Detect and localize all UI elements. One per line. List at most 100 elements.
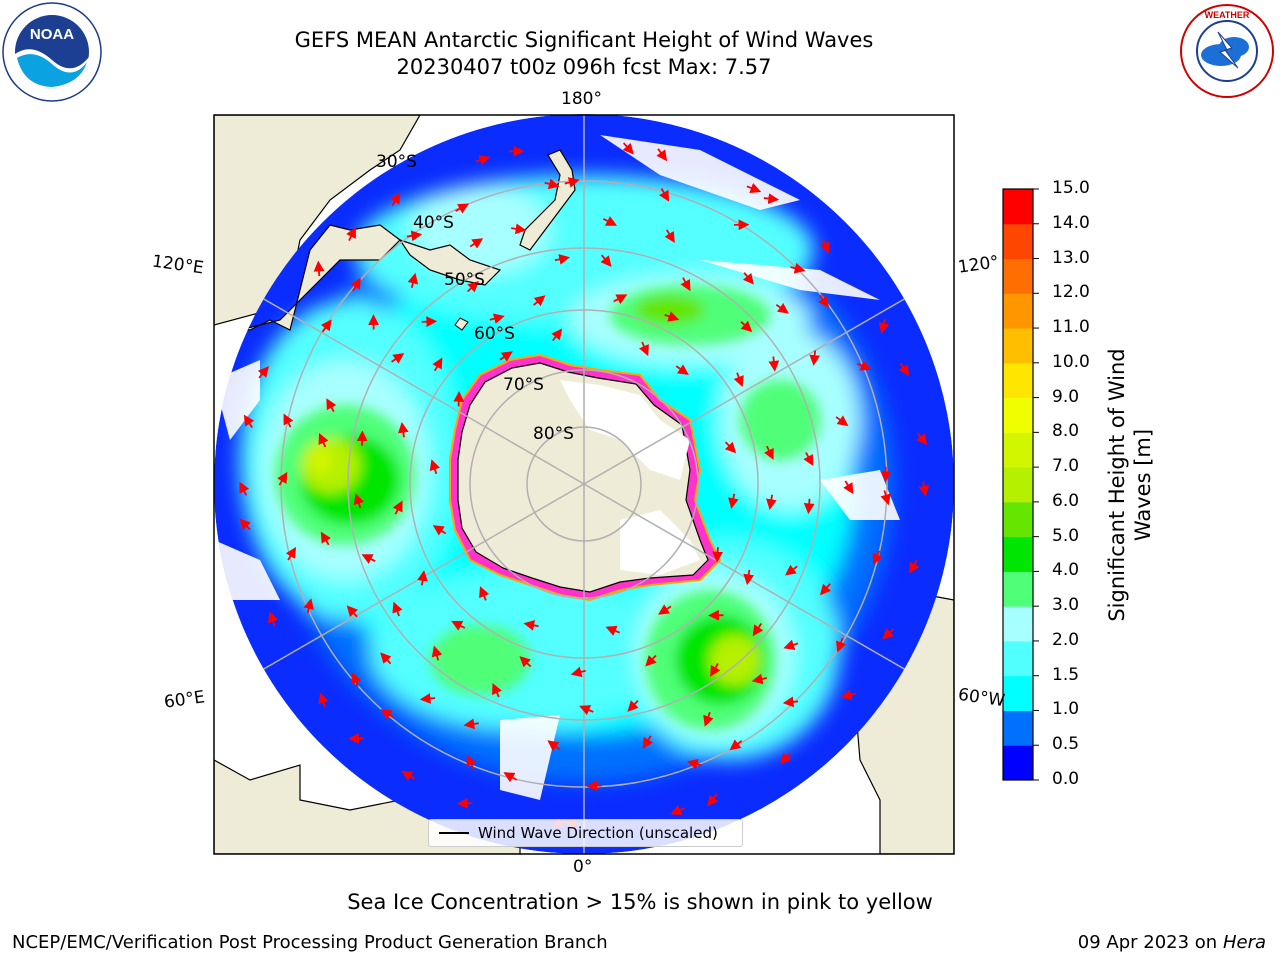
wave-direction-arrow [511,223,527,235]
footer-branch: NCEP/EMC/Verification Post Processing Pr… [12,932,608,953]
svg-text:NOAA: NOAA [30,26,74,43]
wave-direction-arrow [397,421,409,438]
colorbar-tick-label: 13.0 [1052,247,1090,268]
wave-direction-arrow [469,238,484,249]
lat-label-50s: 50°S [444,270,485,290]
wave-direction-arrow [818,294,829,308]
wave-direction-arrow [489,313,505,324]
wave-direction-arrow [417,570,428,586]
noaa-logo: NOAA [2,2,102,102]
wave-direction-arrow [392,601,403,617]
wave-direction-arrow [432,357,443,372]
wave-direction-arrow [419,693,436,704]
wave-direction-arrow [664,311,680,322]
wave-direction-arrow [257,366,269,379]
wave-direction-arrow [579,705,594,716]
wave-direction-arrow [680,277,691,292]
wave-direction-arrow [675,364,689,375]
lat-label-30s: 30°S [376,152,417,172]
colorbar-band-10.0-11.0 [1003,328,1033,364]
wave-direction-arrow [267,611,279,627]
wave-direction-arrow [551,328,563,342]
wave-direction-arrow [285,546,297,561]
wave-direction-arrow [466,754,477,770]
wave-direction-arrow [499,351,513,362]
colorbar-band-8.0-9.0 [1003,397,1033,433]
wave-direction-arrow [600,254,612,267]
wave-direction-arrow [638,341,649,357]
wave-direction-arrow [645,654,657,667]
wave-direction-arrow [670,805,685,815]
wave-direction-arrow [880,490,891,506]
colorbar-band-1.5-2.0 [1003,640,1033,677]
wave-direction-arrow [613,294,628,305]
wave-direction-arrow [391,353,405,364]
wave-direction-arrow [898,362,910,377]
wave-direction-arrow [605,625,621,636]
colorbar-tick-label: 7.0 [1052,456,1080,477]
wave-direction-arrow [712,547,724,563]
wave-direction-arrow [751,673,767,685]
wave-direction-arrow [390,192,401,207]
wave-direction-arrow [407,272,419,288]
colorbar-band-0.0-0.5 [1003,745,1033,781]
wave-direction-arrow [686,758,702,770]
colorbar-tick-label: 0.0 [1052,769,1080,789]
wave-direction-arrow [346,226,356,242]
wave-direction-arrow [746,182,762,194]
wave-direction-arrow [475,155,491,166]
footer-machine: Hera [1222,932,1266,953]
footer-date: 09 Apr 2023 on Hera [1078,932,1266,953]
colorbar-tick-label: 1.0 [1052,699,1080,720]
wave-direction-arrow [313,260,325,277]
wave-direction-arrow [710,663,721,677]
wave-direction-arrow [803,452,814,467]
wave-direction-arrow [733,372,744,388]
lat-label-60s: 60°S [474,324,515,344]
colorbar-tick-label: 14.0 [1052,212,1090,233]
wave-direction-arrow [519,656,532,668]
wave-direction-arrow [659,187,670,202]
colorbar-tick-label: 8.0 [1052,421,1080,442]
wave-direction-arrow [554,254,570,265]
wave-direction-arrow [916,432,928,446]
colorbar-tick-label: 15.0 [1052,178,1090,198]
wave-direction-arrow [783,639,799,650]
colorbar-tick-label: 5.0 [1052,525,1080,546]
wave-direction-arrow [728,493,739,509]
chart-title: GEFS MEAN Antarctic Significant Height o… [294,28,874,52]
wave-direction-arrow [361,554,376,564]
wave-direction-arrow [533,295,546,307]
wave-direction-arrow [642,735,653,749]
wave-direction-arrow [840,689,856,701]
legend-line-swatch [439,832,469,834]
lon-label-180: 180° [561,89,602,109]
wave-direction-arrow [320,319,332,333]
lat-label-40s: 40°S [413,213,454,233]
wave-direction-arrow [835,415,849,427]
colorbar-band-9.0-10.0 [1003,362,1033,399]
wave-direction-arrow [658,604,672,615]
wave-direction-arrow [803,498,815,515]
wave-direction-arrow [239,518,251,531]
wave-direction-arrow [326,398,337,413]
wave-direction-arrow [742,272,754,285]
wave-direction-arrow [602,216,618,226]
wave-direction-arrow [283,413,294,428]
wave-direction-arrow [243,414,255,429]
wave-direction-arrow [843,480,854,495]
svg-text:WEATHER: WEATHER [1205,10,1250,20]
wave-direction-arrow [707,793,719,807]
colorbar-tick-label: 0.5 [1052,734,1080,755]
wave-direction-arrow [303,598,314,614]
lat-label-70s: 70°S [503,375,544,395]
wave-direction-arrow [346,605,358,618]
wave-direction-arrow [856,360,872,371]
wave-direction-arrow [380,652,392,665]
wave-direction-arrow [882,628,895,640]
wave-direction-arrow [401,770,415,782]
wave-direction-arrow [768,356,780,372]
wave-direction-arrow [819,239,830,254]
colorbar-label: Significant Height of Wind Waves [m] [1105,348,1155,622]
